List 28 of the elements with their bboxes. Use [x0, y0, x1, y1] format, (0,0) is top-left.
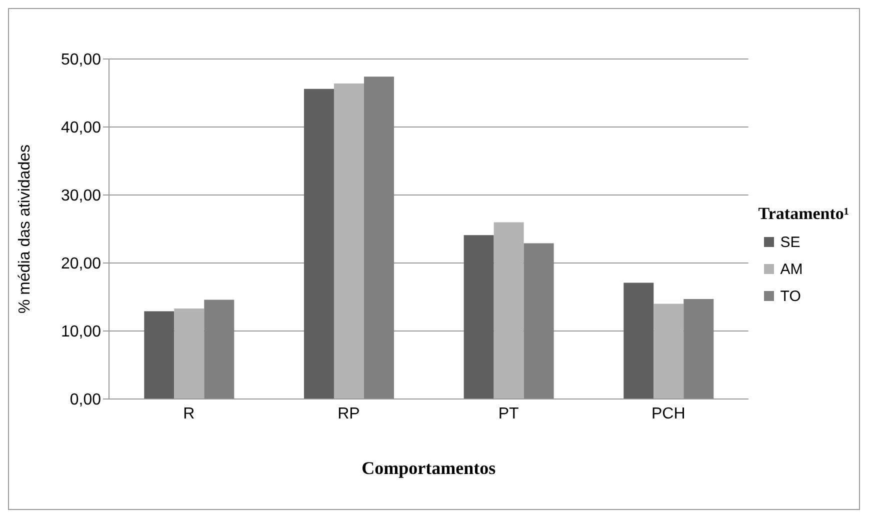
bar: [204, 300, 234, 399]
bar: [494, 222, 524, 399]
bar: [304, 88, 334, 399]
bar: [464, 235, 494, 399]
bar: [144, 311, 174, 399]
y-axis-title: % média das atividades: [16, 144, 34, 314]
y-tick-label: 30,00: [60, 188, 102, 205]
legend-label: SE: [780, 234, 800, 250]
legend-title: Tratamento¹: [758, 204, 849, 224]
x-tick-label: PCH: [651, 405, 686, 422]
legend-label: TO: [780, 288, 801, 304]
y-tick-label: 40,00: [60, 120, 102, 137]
x-tick-label: PT: [498, 405, 520, 422]
bar: [684, 299, 714, 399]
bar: [524, 243, 554, 399]
x-tick-label: RP: [338, 405, 360, 422]
bar: [654, 304, 684, 399]
legend-label: AM: [780, 260, 803, 278]
bar: [174, 308, 204, 399]
y-tick-label: 0,00: [70, 392, 102, 409]
bar: [364, 76, 394, 399]
y-tick-label: 20,00: [60, 256, 102, 273]
bar: [334, 83, 364, 399]
y-tick-label: 50,00: [60, 52, 102, 69]
x-tick-label: R: [183, 405, 195, 422]
x-axis-title: Comportamentos: [362, 458, 496, 478]
bar: [624, 282, 654, 399]
y-tick-label: 10,00: [60, 324, 102, 341]
